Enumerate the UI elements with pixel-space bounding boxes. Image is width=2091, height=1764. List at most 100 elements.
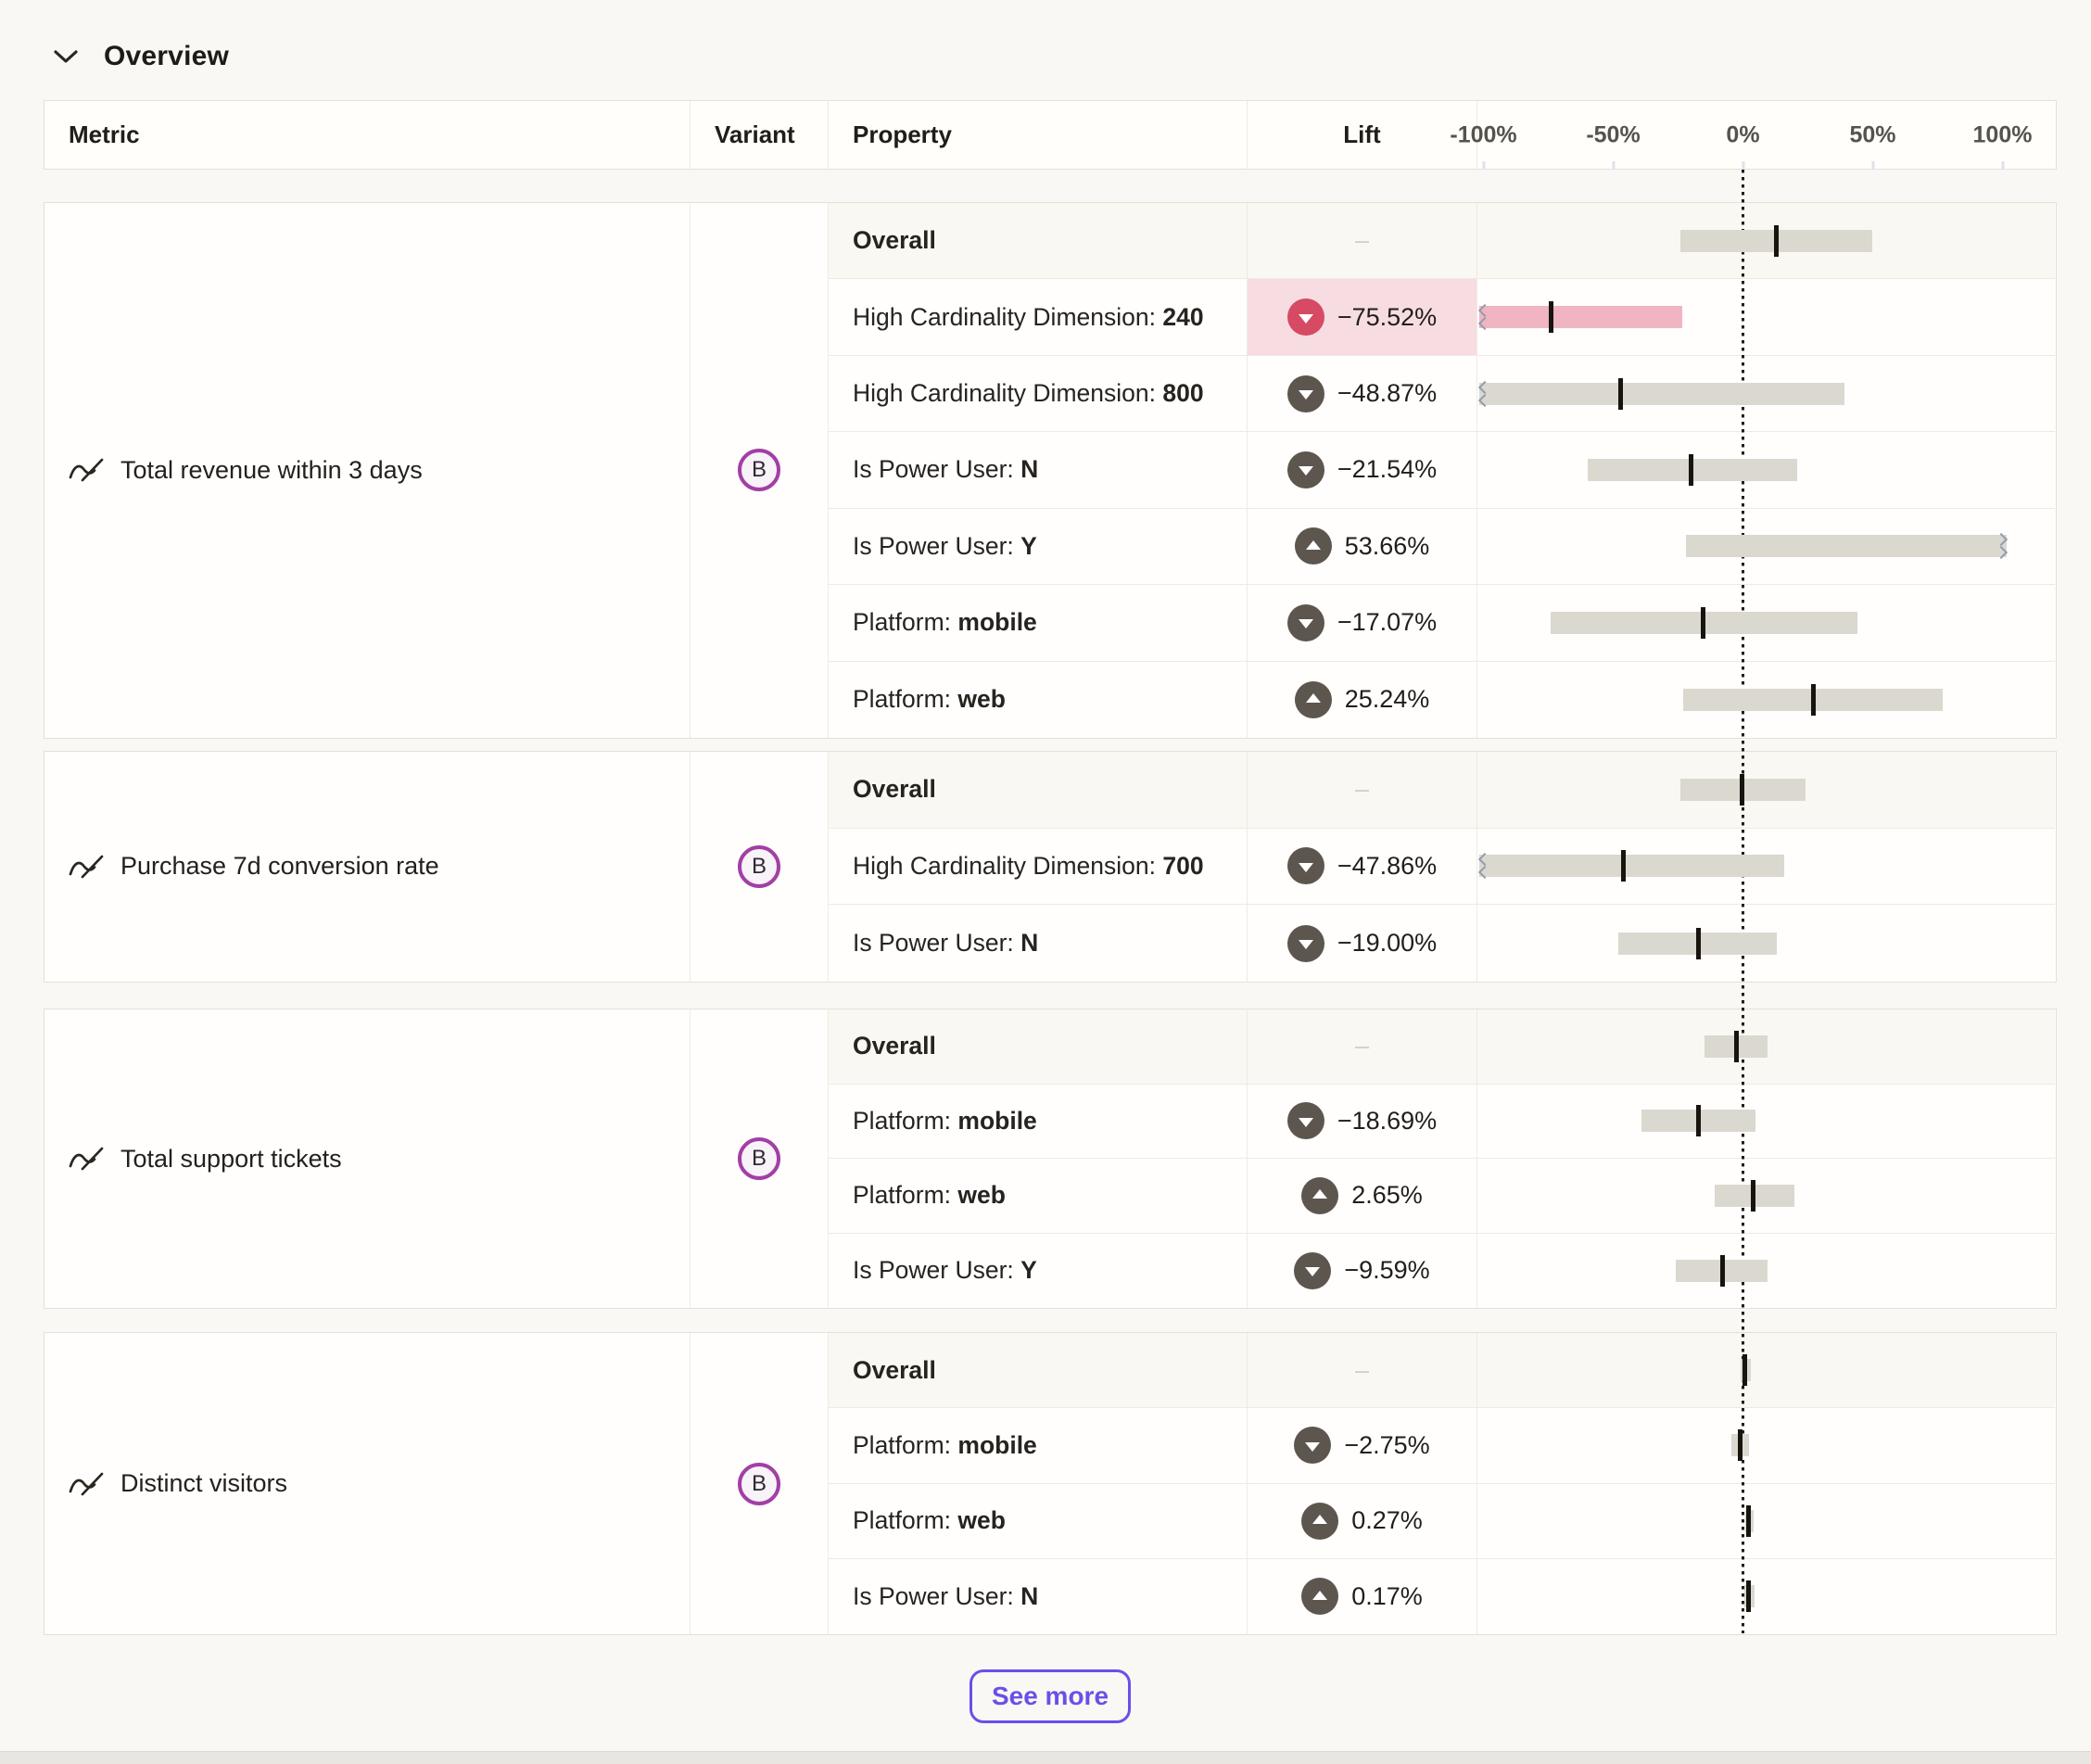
chevron	[1994, 546, 2008, 560]
lift-chart-cell	[1477, 1234, 2055, 1309]
lift-cell: 0.27%	[1248, 1483, 1477, 1559]
lift-down-icon	[1294, 1251, 1332, 1289]
metric-label: Total support tickets	[120, 1144, 342, 1173]
lift-chart-cell	[1477, 279, 2055, 356]
property-cell: High Cardinality Dimension: 800	[829, 355, 1248, 433]
property-cell: Is Power User: N	[829, 1558, 1248, 1634]
lift-down-icon	[1294, 1427, 1332, 1465]
triangle-up	[1305, 539, 1321, 550]
table-header-row: Metric Variant Property Lift -100% -50% 0%…	[44, 100, 2057, 170]
property-cell: Platform: mobile	[829, 585, 1248, 662]
property-label: Is Power User:	[853, 929, 1021, 958]
lift-mean-tick	[1774, 224, 1780, 257]
property-label: High Cardinality Dimension:	[853, 379, 1163, 408]
triangle-down	[1298, 619, 1313, 629]
property-value: Y	[1020, 531, 1037, 560]
lift-mean-tick	[1548, 301, 1553, 334]
lift-value: −2.75%	[1344, 1430, 1430, 1459]
chevron-down-icon[interactable]	[52, 47, 80, 66]
property-cell: Is Power User: Y	[829, 1233, 1248, 1308]
column-header-lift: Lift	[1248, 101, 1477, 169]
metric-line-chart-icon	[69, 1472, 104, 1495]
lift-chart-cell	[1477, 1085, 2055, 1159]
lift-chart-cell	[1477, 1333, 2055, 1409]
lift-cell: –	[1248, 203, 1477, 280]
variant-cell: B	[691, 1333, 829, 1634]
triangle-down	[1298, 390, 1313, 400]
property-cell: High Cardinality Dimension: 240	[829, 279, 1248, 356]
lift-empty-dash: –	[1354, 1032, 1370, 1060]
property-value: mobile	[957, 1106, 1037, 1135]
property-value: N	[1020, 1581, 1039, 1610]
property-label: Platform:	[853, 608, 958, 637]
metric-cell[interactable]: Total support tickets	[44, 1009, 691, 1308]
variant-badge: B	[738, 844, 780, 888]
property-value: web	[957, 685, 1006, 714]
metric-group: Purchase 7d conversion rate B Overall – High…	[44, 751, 2057, 983]
axis-tick-mark	[1482, 161, 1485, 169]
lift-mean-tick	[1737, 1429, 1742, 1462]
triangle-down	[1305, 1441, 1321, 1452]
metric-cell[interactable]: Distinct visitors	[44, 1333, 691, 1634]
lift-chart-cell	[1477, 1484, 2055, 1559]
chevron	[1478, 380, 1492, 394]
lift-mean-tick	[1696, 1105, 1702, 1137]
lift-value: −17.07%	[1337, 608, 1438, 637]
metric-cell[interactable]: Purchase 7d conversion rate	[44, 752, 691, 982]
clipped-edge-icon	[1478, 853, 1492, 880]
lift-cell: −47.86%	[1248, 828, 1477, 906]
property-value: N	[1020, 929, 1039, 958]
lift-up-icon	[1294, 527, 1332, 565]
metric-group: Distinct visitors B Overall – Platform: mobi…	[44, 1332, 2057, 1635]
triangle-up	[1312, 1590, 1328, 1600]
confidence-interval-bar	[1478, 380, 1844, 407]
lift-mean-tick	[1618, 377, 1624, 410]
property-label: Platform:	[853, 685, 958, 714]
axis-tick-mark	[1871, 161, 1874, 169]
property-cell: Is Power User: Y	[829, 508, 1248, 586]
lift-value: 2.65%	[1351, 1181, 1423, 1210]
see-more-button[interactable]: See more	[969, 1669, 1131, 1723]
lift-mean-tick	[1739, 773, 1744, 806]
chevron	[1478, 393, 1492, 407]
property-label: Overall	[853, 226, 936, 255]
triangle-up	[1312, 1189, 1328, 1199]
lift-down-icon	[1286, 847, 1324, 885]
lift-cell: 2.65%	[1248, 1159, 1477, 1234]
chevron	[1478, 304, 1492, 318]
lift-mean-tick	[1734, 1030, 1739, 1062]
lift-cell: –	[1248, 752, 1477, 829]
lift-chart-cell	[1477, 509, 2055, 586]
property-value: Y	[1020, 1256, 1037, 1285]
lift-cell: −21.54%	[1248, 432, 1477, 509]
lift-value: −48.87%	[1337, 379, 1438, 408]
triangle-up	[1312, 1515, 1328, 1525]
lift-cell: −2.75%	[1248, 1408, 1477, 1484]
section-header: Overview	[52, 41, 229, 72]
lift-chart-cell	[1477, 752, 2055, 829]
property-value: mobile	[957, 1430, 1037, 1459]
chevron	[1994, 533, 2008, 547]
metric-cell[interactable]: Total revenue within 3 days	[44, 203, 691, 738]
lift-chart-cell	[1477, 203, 2055, 280]
lift-cell: −48.87%	[1248, 355, 1477, 433]
property-label: High Cardinality Dimension:	[853, 302, 1163, 331]
metric-line-chart-icon	[69, 459, 104, 482]
lift-cell: 53.66%	[1248, 508, 1477, 586]
variant-cell: B	[691, 1009, 829, 1308]
lift-down-icon	[1286, 603, 1324, 641]
lift-cell: −75.52%	[1248, 279, 1477, 356]
lift-chart-cell	[1477, 585, 2055, 662]
lift-mean-tick	[1689, 453, 1693, 486]
property-label: Platform:	[853, 1506, 958, 1535]
lift-chart-cell	[1477, 905, 2055, 982]
property-label: Platform:	[853, 1430, 958, 1459]
property-label: Is Power User:	[853, 455, 1021, 484]
property-cell: Is Power User: N	[829, 905, 1248, 982]
lift-value: −47.86%	[1337, 851, 1438, 880]
triangle-down	[1298, 466, 1313, 476]
lift-mean-tick	[1745, 1580, 1751, 1613]
confidence-interval-bar	[1478, 853, 1785, 880]
triangle-up	[1305, 693, 1321, 704]
lift-cell: –	[1248, 1009, 1477, 1085]
